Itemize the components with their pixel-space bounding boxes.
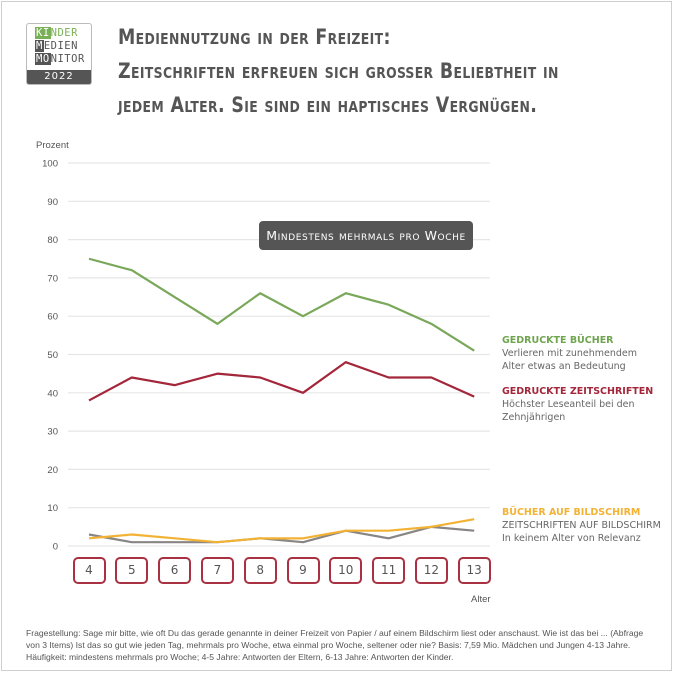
logo-text: KI	[35, 27, 51, 39]
y-tick-label: 80	[47, 235, 58, 246]
x-tick-label: 11	[372, 557, 406, 584]
y-tick-label: 30	[47, 427, 58, 438]
x-tick-label: 12	[414, 557, 448, 584]
annotation-text: In keinem Alter von Relevanz	[502, 533, 641, 544]
y-axis-label: Prozent	[36, 140, 69, 151]
series-line	[88, 525, 475, 544]
y-tick-label: 20	[47, 465, 58, 476]
footnote: Fragestellung: Sage mir bitte, wie oft D…	[26, 628, 644, 662]
x-tick-label: 7	[200, 557, 234, 584]
chart-title: Mediennutzung in der Freizeit: Zeitschri…	[118, 20, 615, 122]
frequency-badge: Mindestens mehrmals pro Woche	[259, 221, 473, 250]
logo-text: NITOR	[50, 53, 85, 65]
logo-text: NDER	[50, 27, 78, 39]
annotation-screen-media: BÜCHER AUF BILDSCHIRM ZEITSCHRIFTEN AUF …	[502, 506, 661, 545]
annotation-text: Alter etwas an Bedeutung	[502, 361, 626, 372]
x-tick-label: 10	[329, 557, 363, 584]
annotation-text: Verlieren mit zunehmendem	[502, 348, 637, 359]
series-line	[88, 518, 475, 544]
annotation-printed-books: GEDRUCKTE BÜCHER Verlieren mit zunehmend…	[502, 334, 637, 373]
logo-text: M	[35, 40, 44, 52]
y-tick-label: 70	[47, 273, 58, 284]
logo-year: 2022	[27, 70, 91, 84]
y-tick-label: 0	[53, 542, 58, 553]
series-line	[88, 361, 475, 402]
x-tick-label: 9	[286, 557, 320, 584]
annotation-heading: BÜCHER AUF BILDSCHIRM	[502, 507, 641, 518]
annotation-printed-magazines: GEDRUCKTE ZEITSCHRIFTEN Höchster Leseant…	[502, 385, 653, 424]
x-tick-label: 4	[72, 557, 106, 584]
y-tick-label: 100	[42, 159, 58, 170]
title-line: Mediennutzung in der Freizeit:	[118, 25, 391, 49]
series-line	[88, 257, 475, 352]
x-tick-label: 6	[158, 557, 192, 584]
x-tick-label: 5	[115, 557, 149, 584]
kindermedienmonitor-logo: KINDER MEDIEN MONITOR 2022	[26, 23, 92, 85]
x-tick-label: 13	[457, 557, 491, 584]
logo-text: EDIEN	[43, 40, 78, 52]
y-tick-label: 50	[47, 350, 58, 361]
annotation-heading: GEDRUCKTE ZEITSCHRIFTEN	[502, 386, 654, 397]
title-line: jedem Alter. Sie sind ein haptisches Ver…	[118, 93, 538, 117]
annotation-heading: GEDRUCKTE BÜCHER	[502, 335, 614, 346]
x-axis-label: Alter	[471, 594, 491, 605]
annotation-text: Zehnjährigen	[502, 412, 566, 423]
annotation-subheading: ZEITSCHRIFTEN AUF BILDSCHIRM	[502, 520, 661, 531]
title-line: Zeitschriften erfreuen sich großer Belie…	[118, 59, 559, 83]
logo-text: MO	[35, 53, 51, 65]
x-tick-label: 8	[243, 557, 277, 584]
annotation-text: Höchster Leseanteil bei den	[502, 399, 635, 410]
y-tick-label: 60	[47, 312, 58, 323]
y-tick-label: 10	[47, 503, 58, 514]
y-tick-label: 40	[47, 388, 58, 399]
y-tick-label: 90	[47, 197, 58, 208]
